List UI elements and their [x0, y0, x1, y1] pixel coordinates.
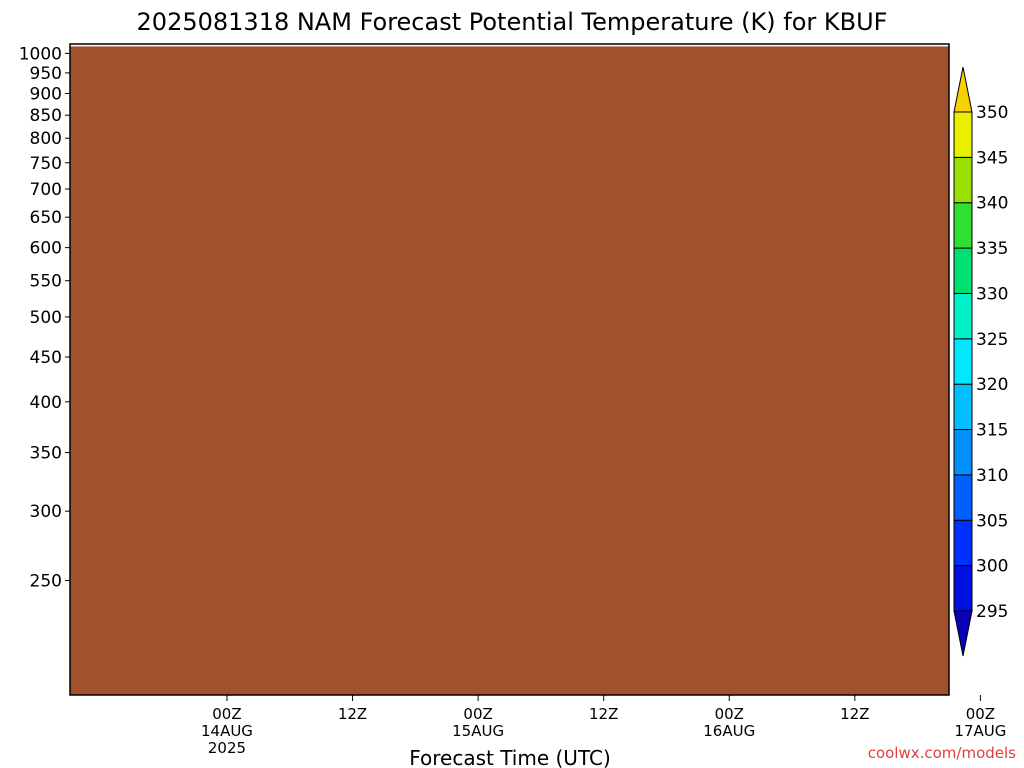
chart-title: 2025081318 NAM Forecast Potential Temper… [137, 8, 888, 36]
plot-area: 3003003003043043043083083083123123123163… [70, 44, 949, 695]
